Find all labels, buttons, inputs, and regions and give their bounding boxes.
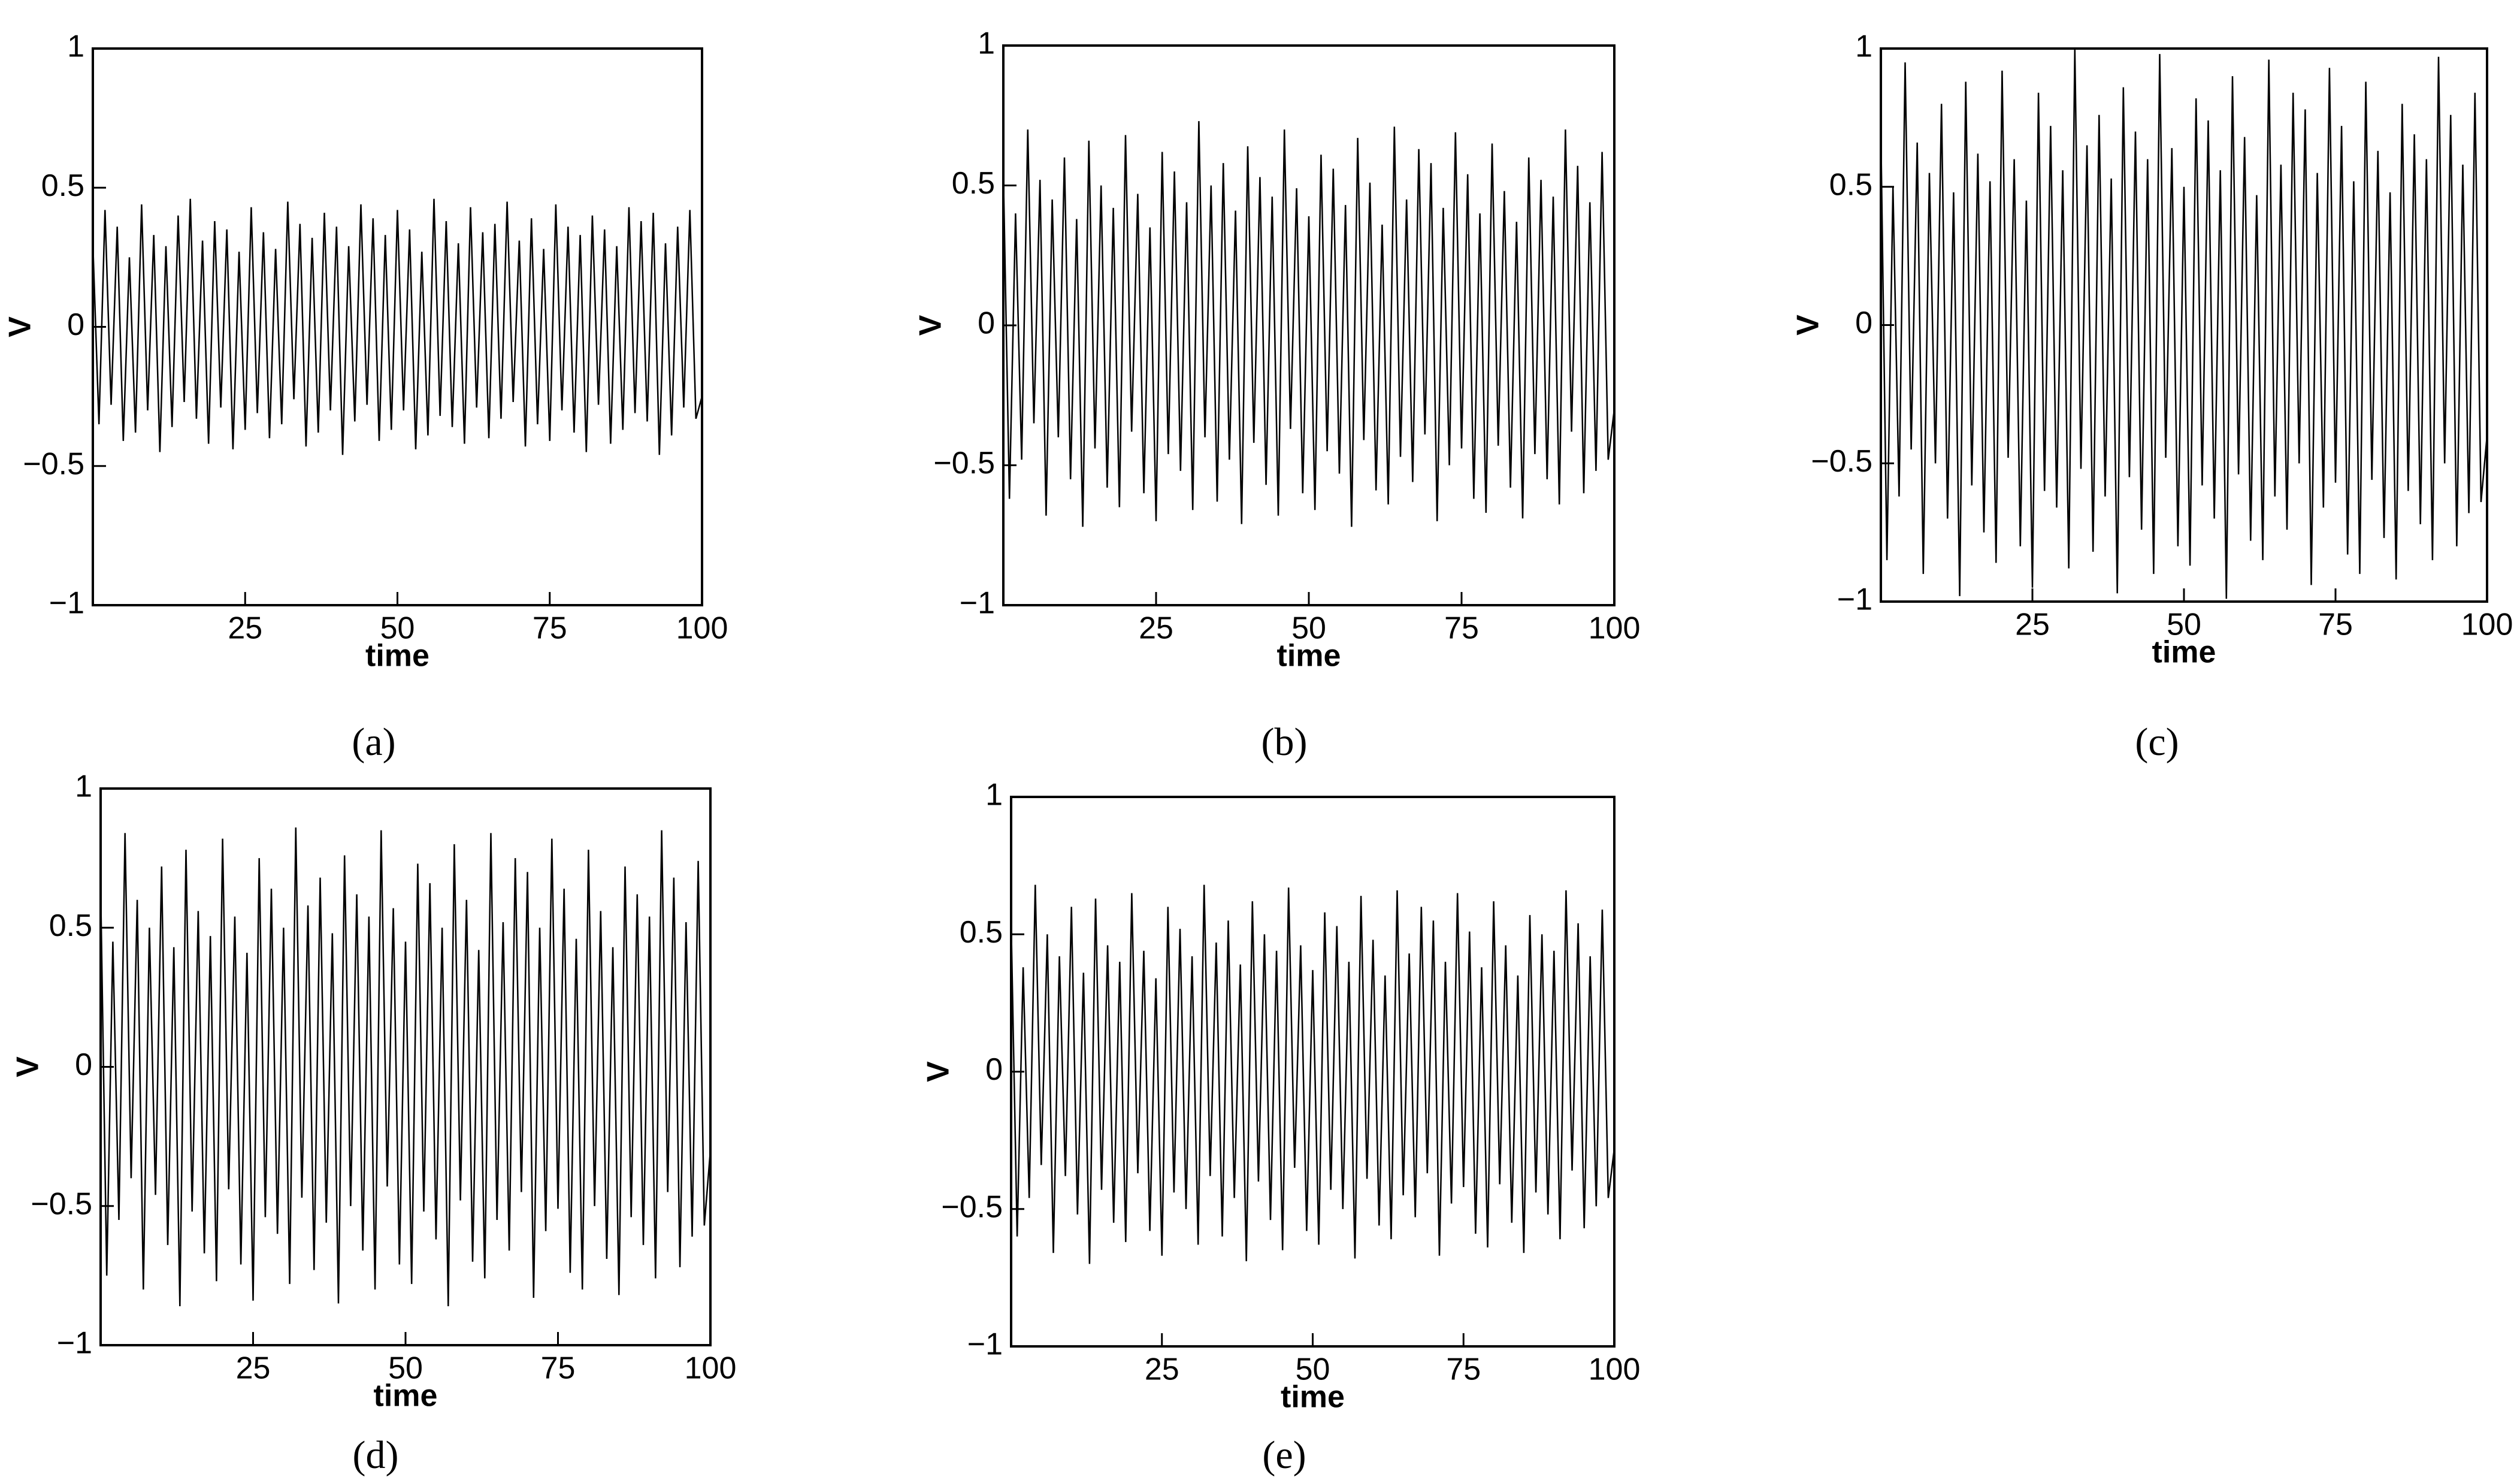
y-tick-label: 1 — [1855, 29, 1872, 64]
y-tick-label: 0 — [978, 306, 995, 341]
x-axis-label: time — [1281, 1380, 1345, 1415]
y-tick-label: −1 — [1837, 582, 1872, 617]
y-tick-label: 0.5 — [960, 915, 1003, 950]
y-tick-label: 1 — [75, 769, 92, 804]
plot-frame — [1010, 796, 1616, 1348]
y-axis-label: V — [913, 315, 948, 336]
x-axis-label: time — [365, 639, 429, 673]
y-axis-label: V — [3, 316, 38, 337]
subplot: −1 −0.5 0 0.5 1 25 50 75 100 time V (a) — [3, 29, 728, 764]
x-tick-label: 100 — [1589, 611, 1641, 646]
caption: (e) — [1262, 1433, 1306, 1477]
y-tick-label: 1 — [985, 778, 1003, 813]
y-tick-label: −0.5 — [31, 1186, 92, 1221]
y-tick-label: 0 — [67, 307, 84, 342]
y-tick-label: 1 — [978, 26, 995, 61]
y-tick-label: 0 — [1855, 306, 1872, 340]
x-tick-label: 100 — [685, 1351, 737, 1386]
x-tick-label: 100 — [1589, 1352, 1641, 1387]
y-tick-label: 1 — [67, 29, 84, 64]
y-tick-label: 0 — [75, 1047, 92, 1082]
x-tick-label: 25 — [228, 611, 262, 646]
plot-frame — [92, 47, 703, 606]
x-tick-label: 50 — [388, 1351, 423, 1386]
y-tick-label: 0.5 — [952, 166, 995, 201]
x-tick-label: 75 — [1446, 1352, 1481, 1387]
y-axis-label: V — [921, 1061, 956, 1082]
caption: (a) — [352, 720, 395, 764]
y-tick-label: 0 — [985, 1052, 1003, 1087]
y-tick-label: −0.5 — [23, 446, 84, 481]
y-tick-label: −1 — [960, 586, 995, 621]
signal-line — [92, 198, 703, 455]
subplot: −1 −0.5 0 0.5 1 25 50 75 100 time V (e) — [921, 778, 1641, 1477]
x-tick-label: 25 — [1139, 611, 1173, 646]
signal-line — [99, 827, 712, 1307]
x-tick-label: 75 — [541, 1351, 576, 1386]
x-tick-label: 100 — [2461, 608, 2513, 642]
x-tick-label: 100 — [676, 611, 728, 646]
subplot: −1 −0.5 0 0.5 1 25 50 75 100 time V (c) — [1791, 29, 2513, 764]
y-tick-label: 0.5 — [49, 908, 92, 943]
y-axis-label: V — [11, 1056, 46, 1077]
y-tick-label: 0.5 — [41, 168, 84, 203]
y-tick-label: 0.5 — [1829, 167, 1872, 202]
subplot: −1 −0.5 0 0.5 1 25 50 75 100 time V (b) — [913, 26, 1641, 764]
signal-line — [1010, 884, 1616, 1264]
x-axis-label: time — [2152, 635, 2216, 670]
x-axis-label: time — [374, 1379, 438, 1413]
y-tick-label: −0.5 — [933, 446, 995, 481]
x-axis-label: time — [1277, 639, 1341, 673]
plot-frame — [1880, 47, 2488, 603]
x-tick-label: 25 — [236, 1351, 271, 1386]
y-axis-label: V — [1791, 315, 1826, 336]
x-tick-label: 75 — [533, 611, 567, 646]
y-tick-label: −0.5 — [941, 1189, 1003, 1224]
signal-line — [1002, 121, 1616, 527]
x-tick-label: 50 — [1291, 611, 1326, 646]
x-tick-label: 50 — [380, 611, 415, 646]
x-tick-label: 75 — [2318, 608, 2353, 642]
plot-frame — [1002, 44, 1616, 606]
x-tick-label: 25 — [2015, 608, 2050, 642]
y-tick-label: −0.5 — [1811, 444, 1872, 479]
caption: (b) — [1261, 720, 1308, 764]
subplot: −1 −0.5 0 0.5 1 25 50 75 100 time V (d) — [11, 769, 737, 1477]
x-tick-label: 75 — [1444, 611, 1479, 646]
y-tick-label: −1 — [57, 1326, 92, 1361]
caption: (c) — [2135, 720, 2179, 764]
x-tick-label: 50 — [1296, 1352, 1330, 1387]
x-tick-label: 25 — [1145, 1352, 1179, 1387]
y-tick-label: −1 — [49, 586, 84, 621]
x-tick-label: 50 — [2167, 608, 2201, 642]
signal-line — [1880, 48, 2488, 599]
y-tick-label: −1 — [967, 1327, 1003, 1362]
caption: (d) — [353, 1433, 399, 1477]
